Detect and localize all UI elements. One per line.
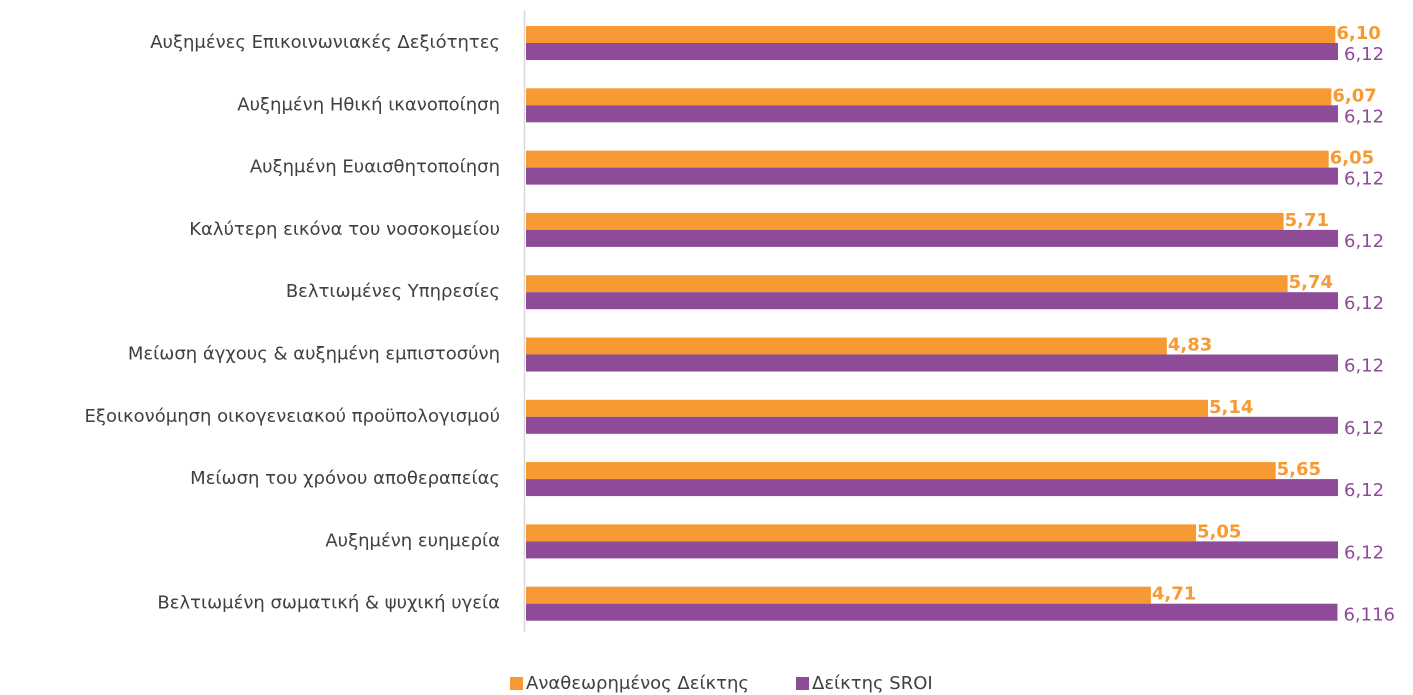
value-label: 6,12 [1344, 418, 1384, 439]
value-label: 6,05 [1330, 148, 1374, 169]
value-label: 6,12 [1344, 169, 1384, 190]
legend-swatch [510, 677, 523, 690]
value-label: 6,10 [1336, 23, 1380, 44]
bar [526, 586, 1151, 604]
value-label: 6,07 [1332, 85, 1376, 106]
bar [526, 603, 1338, 621]
bar [526, 26, 1336, 43]
legend-label: Δείκτης SROI [812, 673, 933, 694]
category-label: Βελτιωμένες Υπηρεσίες [286, 281, 500, 302]
category-label: Αυξημένες Επικοινωνιακές Δεξιότητες [150, 32, 500, 53]
category-label: Αυξημένη Ευαισθητοποίηση [250, 157, 500, 178]
category-label: Βελτιωμένη σωματική & ψυχική υγεία [157, 593, 500, 614]
value-label: 5,74 [1289, 272, 1333, 293]
bar [526, 275, 1288, 293]
bar [526, 354, 1338, 372]
bar [526, 229, 1338, 247]
bar [526, 43, 1338, 60]
value-label: 4,83 [1168, 335, 1212, 356]
value-label: 6,12 [1344, 293, 1384, 314]
value-label: 6,12 [1344, 480, 1384, 501]
bar [526, 479, 1338, 497]
bar [526, 524, 1197, 542]
category-label: Μείωση άγχους & αυξημένη εμπιστοσύνη [128, 344, 500, 365]
legend-label: Αναθεωρημένος Δείκτης [526, 673, 749, 694]
legend-swatch [796, 677, 809, 690]
bar [526, 399, 1208, 417]
category-label: Αυξημένη ευημερία [325, 530, 500, 551]
bar [526, 337, 1167, 355]
value-label: 5,65 [1277, 459, 1321, 480]
value-label: 6,12 [1344, 44, 1384, 65]
value-label: 6,12 [1344, 106, 1384, 127]
category-label: Μείωση του χρόνου αποθεραπείας [190, 468, 500, 489]
bar [526, 167, 1338, 185]
bar [526, 541, 1338, 559]
category-label: Καλύτερη εικόνα του νοσοκομείου [189, 219, 500, 240]
bar [526, 292, 1338, 310]
bar [526, 150, 1329, 168]
value-label: 6,12 [1344, 542, 1384, 563]
value-label: 6,116 [1343, 605, 1395, 626]
value-label: 6,12 [1344, 231, 1384, 252]
value-label: 5,71 [1285, 210, 1329, 231]
value-label: 5,14 [1209, 397, 1253, 418]
category-label: Αυξημένη Ηθική ικανοποίηση [237, 94, 500, 115]
bar [526, 88, 1332, 106]
bar [526, 462, 1276, 480]
value-label: 6,12 [1344, 356, 1384, 377]
value-label: 5,05 [1197, 521, 1241, 542]
bar [526, 212, 1284, 230]
bar [526, 105, 1338, 123]
category-label: Εξοικονόμηση οικογενειακού προϋπολογισμο… [85, 406, 500, 427]
value-label: 4,71 [1152, 584, 1196, 605]
bar [526, 416, 1338, 434]
